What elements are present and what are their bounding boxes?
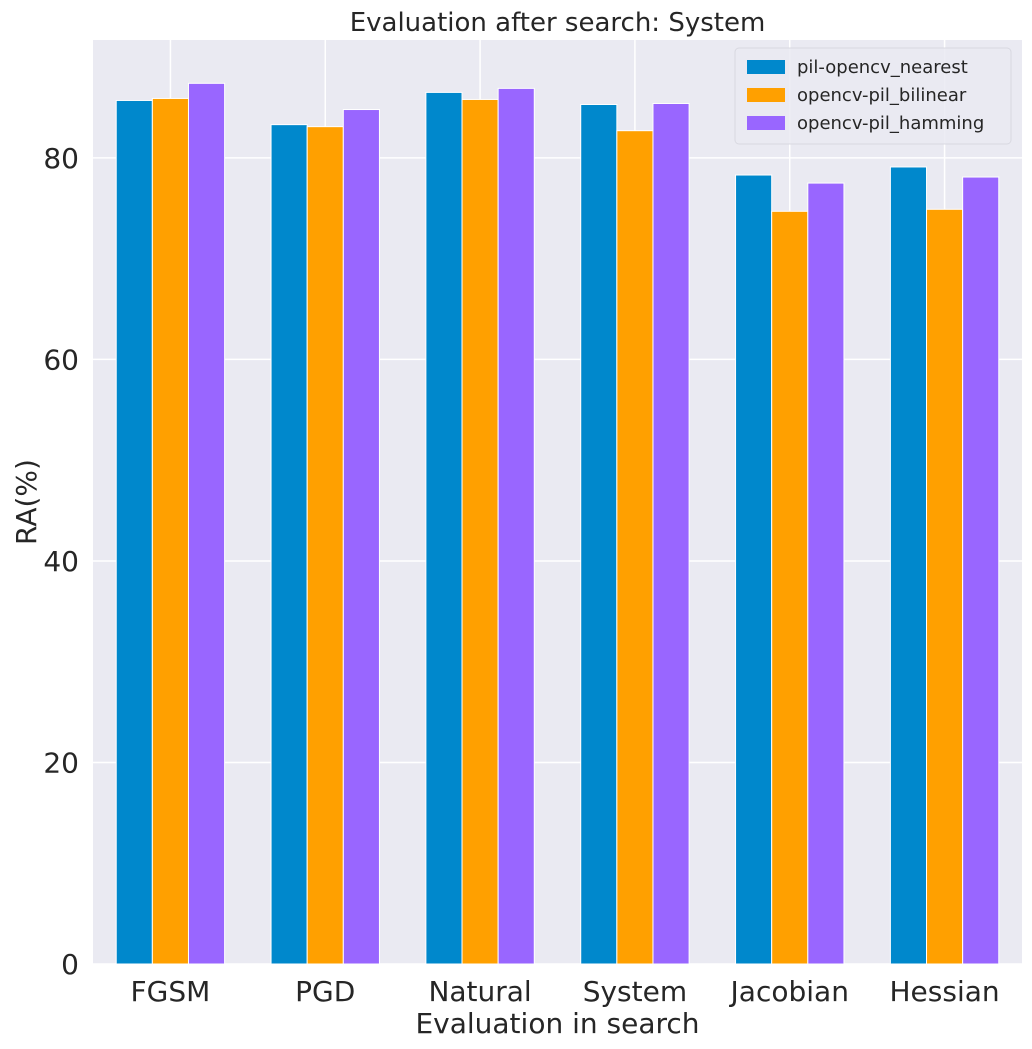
legend-swatch — [747, 88, 785, 102]
legend-swatch — [747, 116, 785, 130]
x-tick-label: Natural — [428, 975, 531, 1008]
legend: pil-opencv_nearest opencv-pil_bilinearope… — [734, 47, 1012, 145]
bar — [425, 91, 463, 965]
bar — [306, 126, 344, 965]
x-axis-label: Evaluation in search — [415, 1007, 699, 1040]
chart-title: Evaluation after search: System — [350, 8, 766, 38]
bar — [889, 166, 928, 965]
bar — [151, 97, 189, 965]
y-tick-label: 0 — [61, 948, 79, 981]
bar — [962, 176, 1000, 965]
y-tick-label: 40 — [43, 545, 79, 578]
bar — [497, 87, 535, 965]
bar — [771, 210, 809, 965]
bar — [652, 102, 690, 965]
bar — [807, 182, 845, 965]
y-tick-label: 80 — [43, 142, 79, 175]
x-tick-label: FGSM — [131, 975, 211, 1008]
bar — [115, 99, 153, 965]
tick-labels: 0 20 40 60 80 FGSM PGD Natural System Jacobian Hes… — [43, 142, 999, 1008]
bar — [461, 98, 499, 965]
bars — [115, 82, 1000, 965]
bar — [187, 82, 226, 965]
bar — [616, 130, 654, 965]
legend-label: opencv-pil_bilinear — [797, 85, 967, 106]
y-axis-label: RA(%) — [10, 459, 43, 545]
x-tick-label: PGD — [295, 975, 355, 1008]
bar — [735, 174, 773, 965]
y-tick-label: 20 — [43, 746, 79, 779]
bar — [342, 109, 380, 965]
y-tick-label: 60 — [43, 343, 79, 376]
legend-box — [734, 47, 1012, 145]
x-tick-label: Jacobian — [729, 975, 849, 1008]
x-tick-label: Hessian — [890, 975, 1000, 1008]
plot-area — [93, 40, 1022, 964]
legend-swatch — [747, 60, 785, 74]
legend-label: pil-opencv_nearest — [797, 57, 968, 78]
bar — [270, 124, 308, 965]
x-tick-label: System — [583, 975, 687, 1008]
legend-label: opencv-pil_hamming — [797, 113, 984, 134]
bar — [926, 208, 964, 965]
bar — [580, 103, 618, 965]
